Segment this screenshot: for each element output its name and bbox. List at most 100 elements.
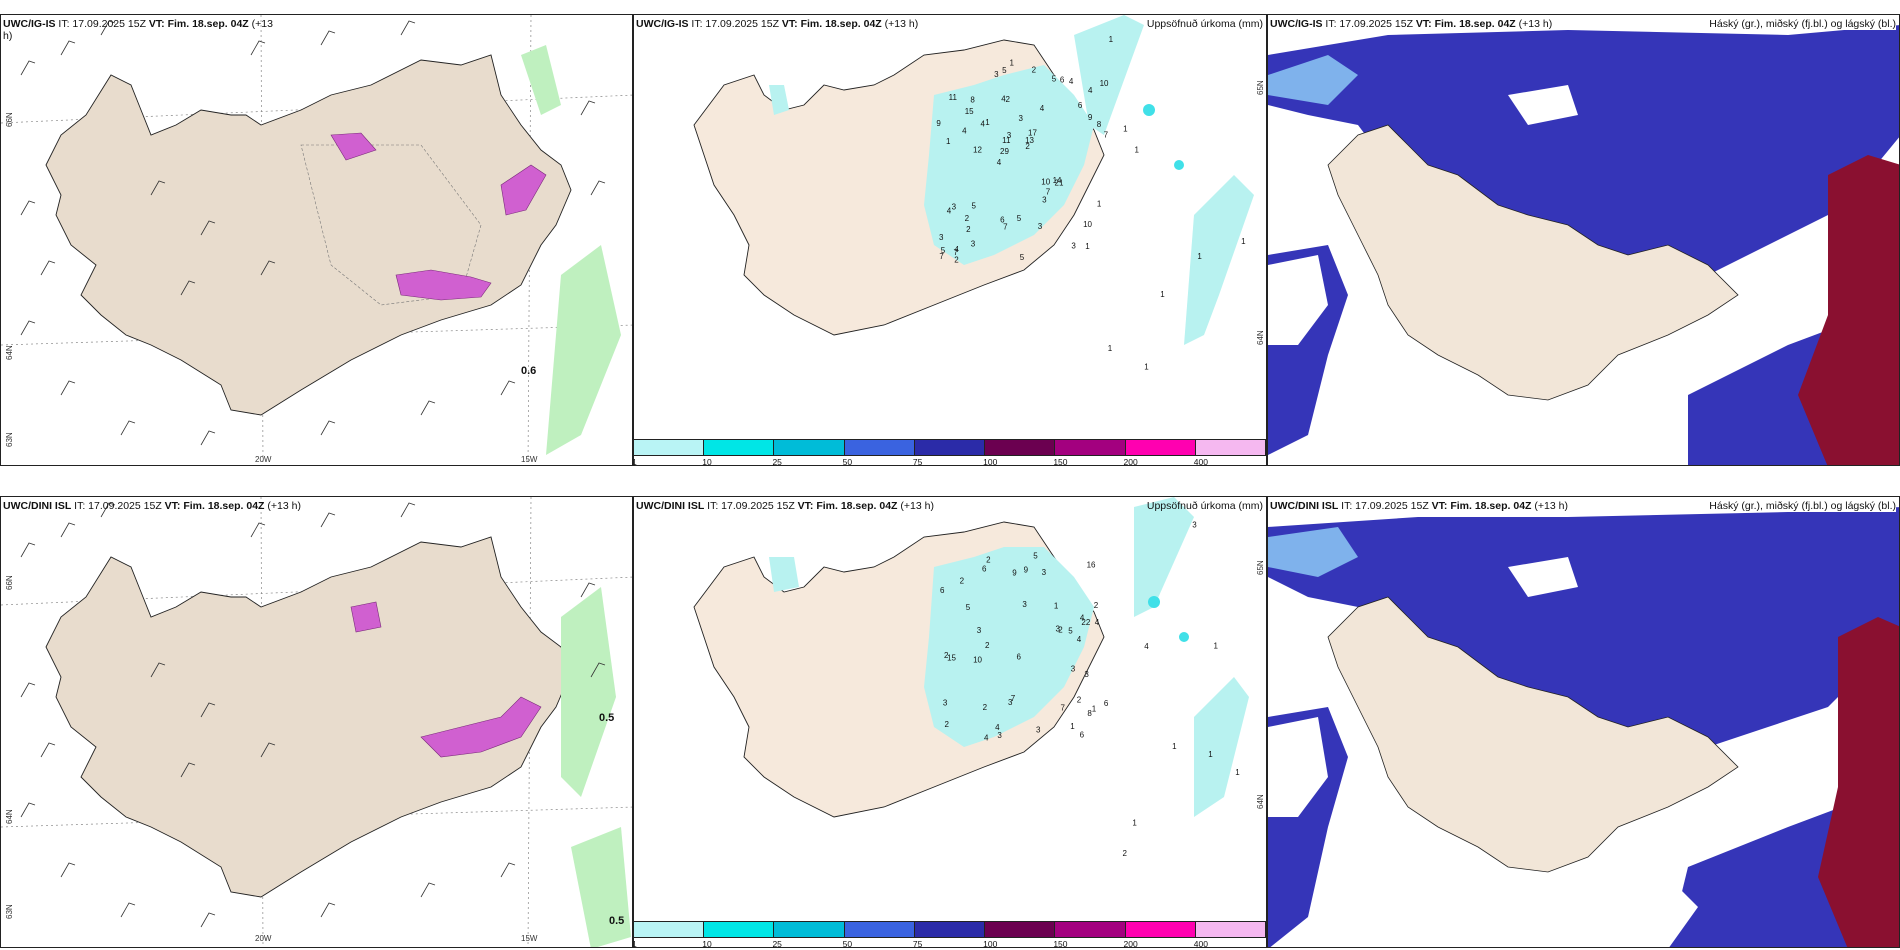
map-bottom-right	[1268, 497, 1899, 947]
precip-value-label: 15	[965, 107, 974, 116]
map-bottom-mid: 2213224216546433286722215334353161074631…	[693, 497, 1249, 858]
panel-header: UWC/DINI ISL IT: 17.09.2025 15Z VT: Fim.…	[3, 500, 301, 512]
precip-value-label: 5	[1052, 74, 1057, 83]
precip-value-label: 3	[1042, 195, 1047, 204]
legend-label: 200	[1123, 939, 1138, 948]
lat-label-64n: 64N	[1256, 794, 1265, 809]
precip-value-label: 4	[962, 127, 967, 136]
precip-value-label: 1	[1085, 242, 1090, 251]
precip-value-label: 7	[954, 248, 959, 257]
precip-value-label: 1	[1010, 58, 1015, 67]
legend-swatch	[985, 922, 1056, 937]
precip-value-label: 2	[1058, 626, 1063, 635]
legend-swatch	[1055, 440, 1126, 455]
marker-value-2: 0.5	[609, 915, 625, 927]
precip-value-label: 2	[1094, 601, 1099, 610]
precip-value-label: 6	[1080, 731, 1085, 740]
panel-header: UWC/IG-IS IT: 17.09.2025 15Z VT: Fim. 18…	[1270, 18, 1557, 30]
precip-labels: 2213224216546433286722215334353161074631…	[940, 521, 1240, 858]
precip-value-label: 2	[983, 703, 988, 712]
precip-value-label: 11	[1002, 136, 1011, 145]
precip-value-label: 2	[1123, 849, 1128, 858]
panel-bottom-mid-precip: 2 2 1 3 2 2 4 2 16 5 4 6 4 3 3 2 8 6 7 22 2 15 3 3 4 3 5 3 1 6 10 7 4 6 3 1…	[633, 496, 1267, 948]
precip-value-label: 4	[1077, 635, 1082, 644]
legend-swatch	[1195, 922, 1266, 937]
legend-swatch	[844, 440, 915, 455]
wind-barbs	[20, 20, 606, 446]
precip-value-label: 8	[970, 95, 975, 104]
header-it: IT: 17.09.2025 15Z	[58, 18, 146, 30]
precip-labels: 1144444331322172111571092961185531014544…	[936, 35, 1246, 372]
panel-header: UWC/IG-IS IT: 17.09.2025 15Z VT: Fim. 18…	[636, 18, 918, 30]
precip-value-label: 4	[1069, 77, 1074, 86]
panel-header: UWC/DINI ISL IT: 17.09.2025 15Z VT: Fim.…	[1270, 500, 1572, 512]
color-legend: 1 10 25 50 75 100 150 200 400	[634, 921, 1266, 947]
precip-value-label: 1	[1197, 252, 1202, 261]
precip-value-label: 5	[1033, 552, 1038, 561]
precip-value-label: 22	[1081, 618, 1090, 627]
precip-value-label: 1	[1135, 146, 1140, 155]
iceland-land	[45, 54, 572, 416]
legend-label: 1	[634, 457, 637, 465]
legend-swatch	[774, 440, 845, 455]
header-it: IT: 17.09.2025 15Z	[1341, 500, 1429, 512]
header-it: IT: 17.09.2025 15Z	[1325, 18, 1413, 30]
legend-label: 25	[772, 457, 782, 466]
precip-value-label: 5	[1068, 626, 1073, 635]
precip-value-label: 4	[1040, 104, 1045, 113]
precip-value-label: 1	[1208, 750, 1213, 759]
precip-value-label: 15	[947, 654, 956, 663]
legend-swatch	[634, 440, 705, 455]
green-band	[521, 45, 621, 455]
precip-value-label: 3	[1022, 600, 1027, 609]
precip-value-label: 1	[1070, 722, 1075, 731]
header-it: IT: 17.09.2025 15Z	[691, 18, 779, 30]
precip-value-label: 1	[1160, 290, 1165, 299]
precip-value-label: 6	[1078, 101, 1083, 110]
cloud-low	[1818, 617, 1899, 947]
precip-value-label: 13	[1025, 136, 1034, 145]
cloud-mid	[1268, 527, 1358, 577]
legend-swatch	[774, 922, 845, 937]
precip-value-label: 1	[946, 137, 951, 146]
precip-value-label: 4	[1088, 86, 1093, 95]
precip-value-label: 1	[1214, 642, 1219, 651]
legend-label: 50	[842, 457, 853, 466]
precip-value-label: 3	[994, 70, 999, 79]
precip-value-label: 2	[966, 225, 971, 234]
legend-label: 200	[1123, 457, 1138, 466]
lat-label-64n: 64N	[5, 809, 14, 824]
header-model: UWC/IG-IS	[3, 18, 56, 30]
legend-label: 75	[912, 939, 923, 948]
precip-strong	[1148, 596, 1189, 642]
precip-value-label: 10	[973, 656, 982, 665]
cloud-white-holes	[1268, 557, 1698, 947]
precip-value-label: 4	[1001, 95, 1006, 104]
panel-top-mid-precip: 1 1 4 4 4 4 4 3 3 1 3 2 2 17 21 11 5 7 10 9 29 6 11 8 5 5 3 10 14 5 4 4…	[633, 14, 1267, 466]
panel-bottom-right-clouds: UWC/DINI ISL IT: 17.09.2025 15Z VT: Fim.…	[1267, 496, 1900, 948]
precip-value-label: 4	[984, 734, 989, 743]
precip-value-label: 3	[1019, 114, 1024, 123]
magenta-icing	[330, 132, 547, 301]
precip-value-label: 1	[1097, 199, 1102, 208]
lon-label-15w: 15W	[521, 934, 538, 943]
precip-value-label: 12	[973, 146, 982, 155]
precip-value-label: 9	[1012, 568, 1017, 577]
precip-value-label: 2	[944, 651, 949, 660]
precip-value-label: 3	[977, 626, 982, 635]
precip-value-label: 1	[1132, 819, 1137, 828]
lon-label-20w: 20W	[255, 934, 272, 943]
marker-value: 0.5	[599, 712, 615, 724]
precip-value-label: 1	[1109, 35, 1114, 44]
precip-value-label: 9	[1088, 113, 1093, 122]
legend-label: 10	[702, 939, 712, 948]
header-model: UWC/IG-IS	[1270, 18, 1323, 30]
iceland-land	[1327, 124, 1739, 401]
panel-bottom-left-wind: UWC/DINI ISL IT: 17.09.2025 15Z VT: Fim.…	[0, 496, 633, 948]
cloud-white-holes	[1268, 85, 1688, 465]
precip-value-label: 3	[943, 698, 948, 707]
legend-labels: 1 10 25 50 75 100 150 200 400	[634, 939, 1266, 948]
precip-value-label: 1	[1054, 602, 1059, 611]
precip-value-label: 1	[1108, 344, 1113, 353]
precip-value-label: 1	[1235, 768, 1240, 777]
